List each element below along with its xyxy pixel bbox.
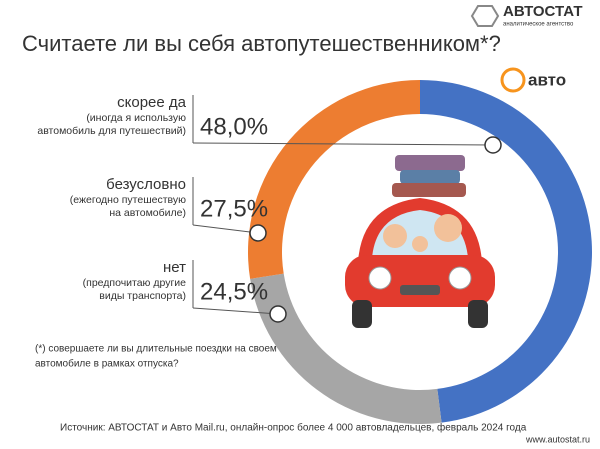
logo-tagline: аналитическое агентство (503, 22, 574, 28)
partner-logo: авто (528, 70, 566, 89)
value-label: 27,5% (200, 195, 268, 222)
car-illustration (345, 155, 495, 328)
item-name: скорее да (117, 94, 187, 111)
item-description: (ежегодно путешествую (70, 194, 186, 206)
leader-dot (249, 224, 267, 242)
item-name: нет (163, 259, 186, 276)
source: Источник: АВТОСТАТ и Авто Mail.ru, онлай… (60, 422, 527, 434)
logo-name: АВТОСТАТ (503, 3, 582, 20)
url: www.autostat.ru (525, 434, 590, 444)
value-label: 24,5% (200, 278, 268, 305)
leader-dot (484, 136, 502, 154)
footnote: автомобиле в рамках отпуска? (35, 358, 179, 370)
item-description: на автомобиле) (109, 207, 186, 219)
donut-segment (247, 80, 420, 279)
item-description: (предпочитаю другие (83, 277, 187, 289)
donut-segment (420, 79, 593, 423)
leader-dot (269, 305, 287, 323)
leader-line (192, 307, 279, 315)
chart-title: Считаете ли вы себя автопутешественником… (22, 31, 501, 56)
item-name: безусловно (106, 176, 186, 193)
donut-segment (250, 273, 442, 424)
item-description: виды транспорта) (99, 290, 186, 302)
item-description: (иногда я использую (86, 112, 186, 124)
item-description: автомобиль для путешествий) (37, 125, 186, 137)
value-label: 48,0% (200, 113, 268, 140)
footnote: (*) совершаете ли вы длительные поездки … (35, 344, 277, 355)
logo: АВТОСТАТ аналитическое агентство авто (470, 3, 582, 93)
leader-line (192, 142, 494, 146)
leader-line (192, 224, 259, 234)
